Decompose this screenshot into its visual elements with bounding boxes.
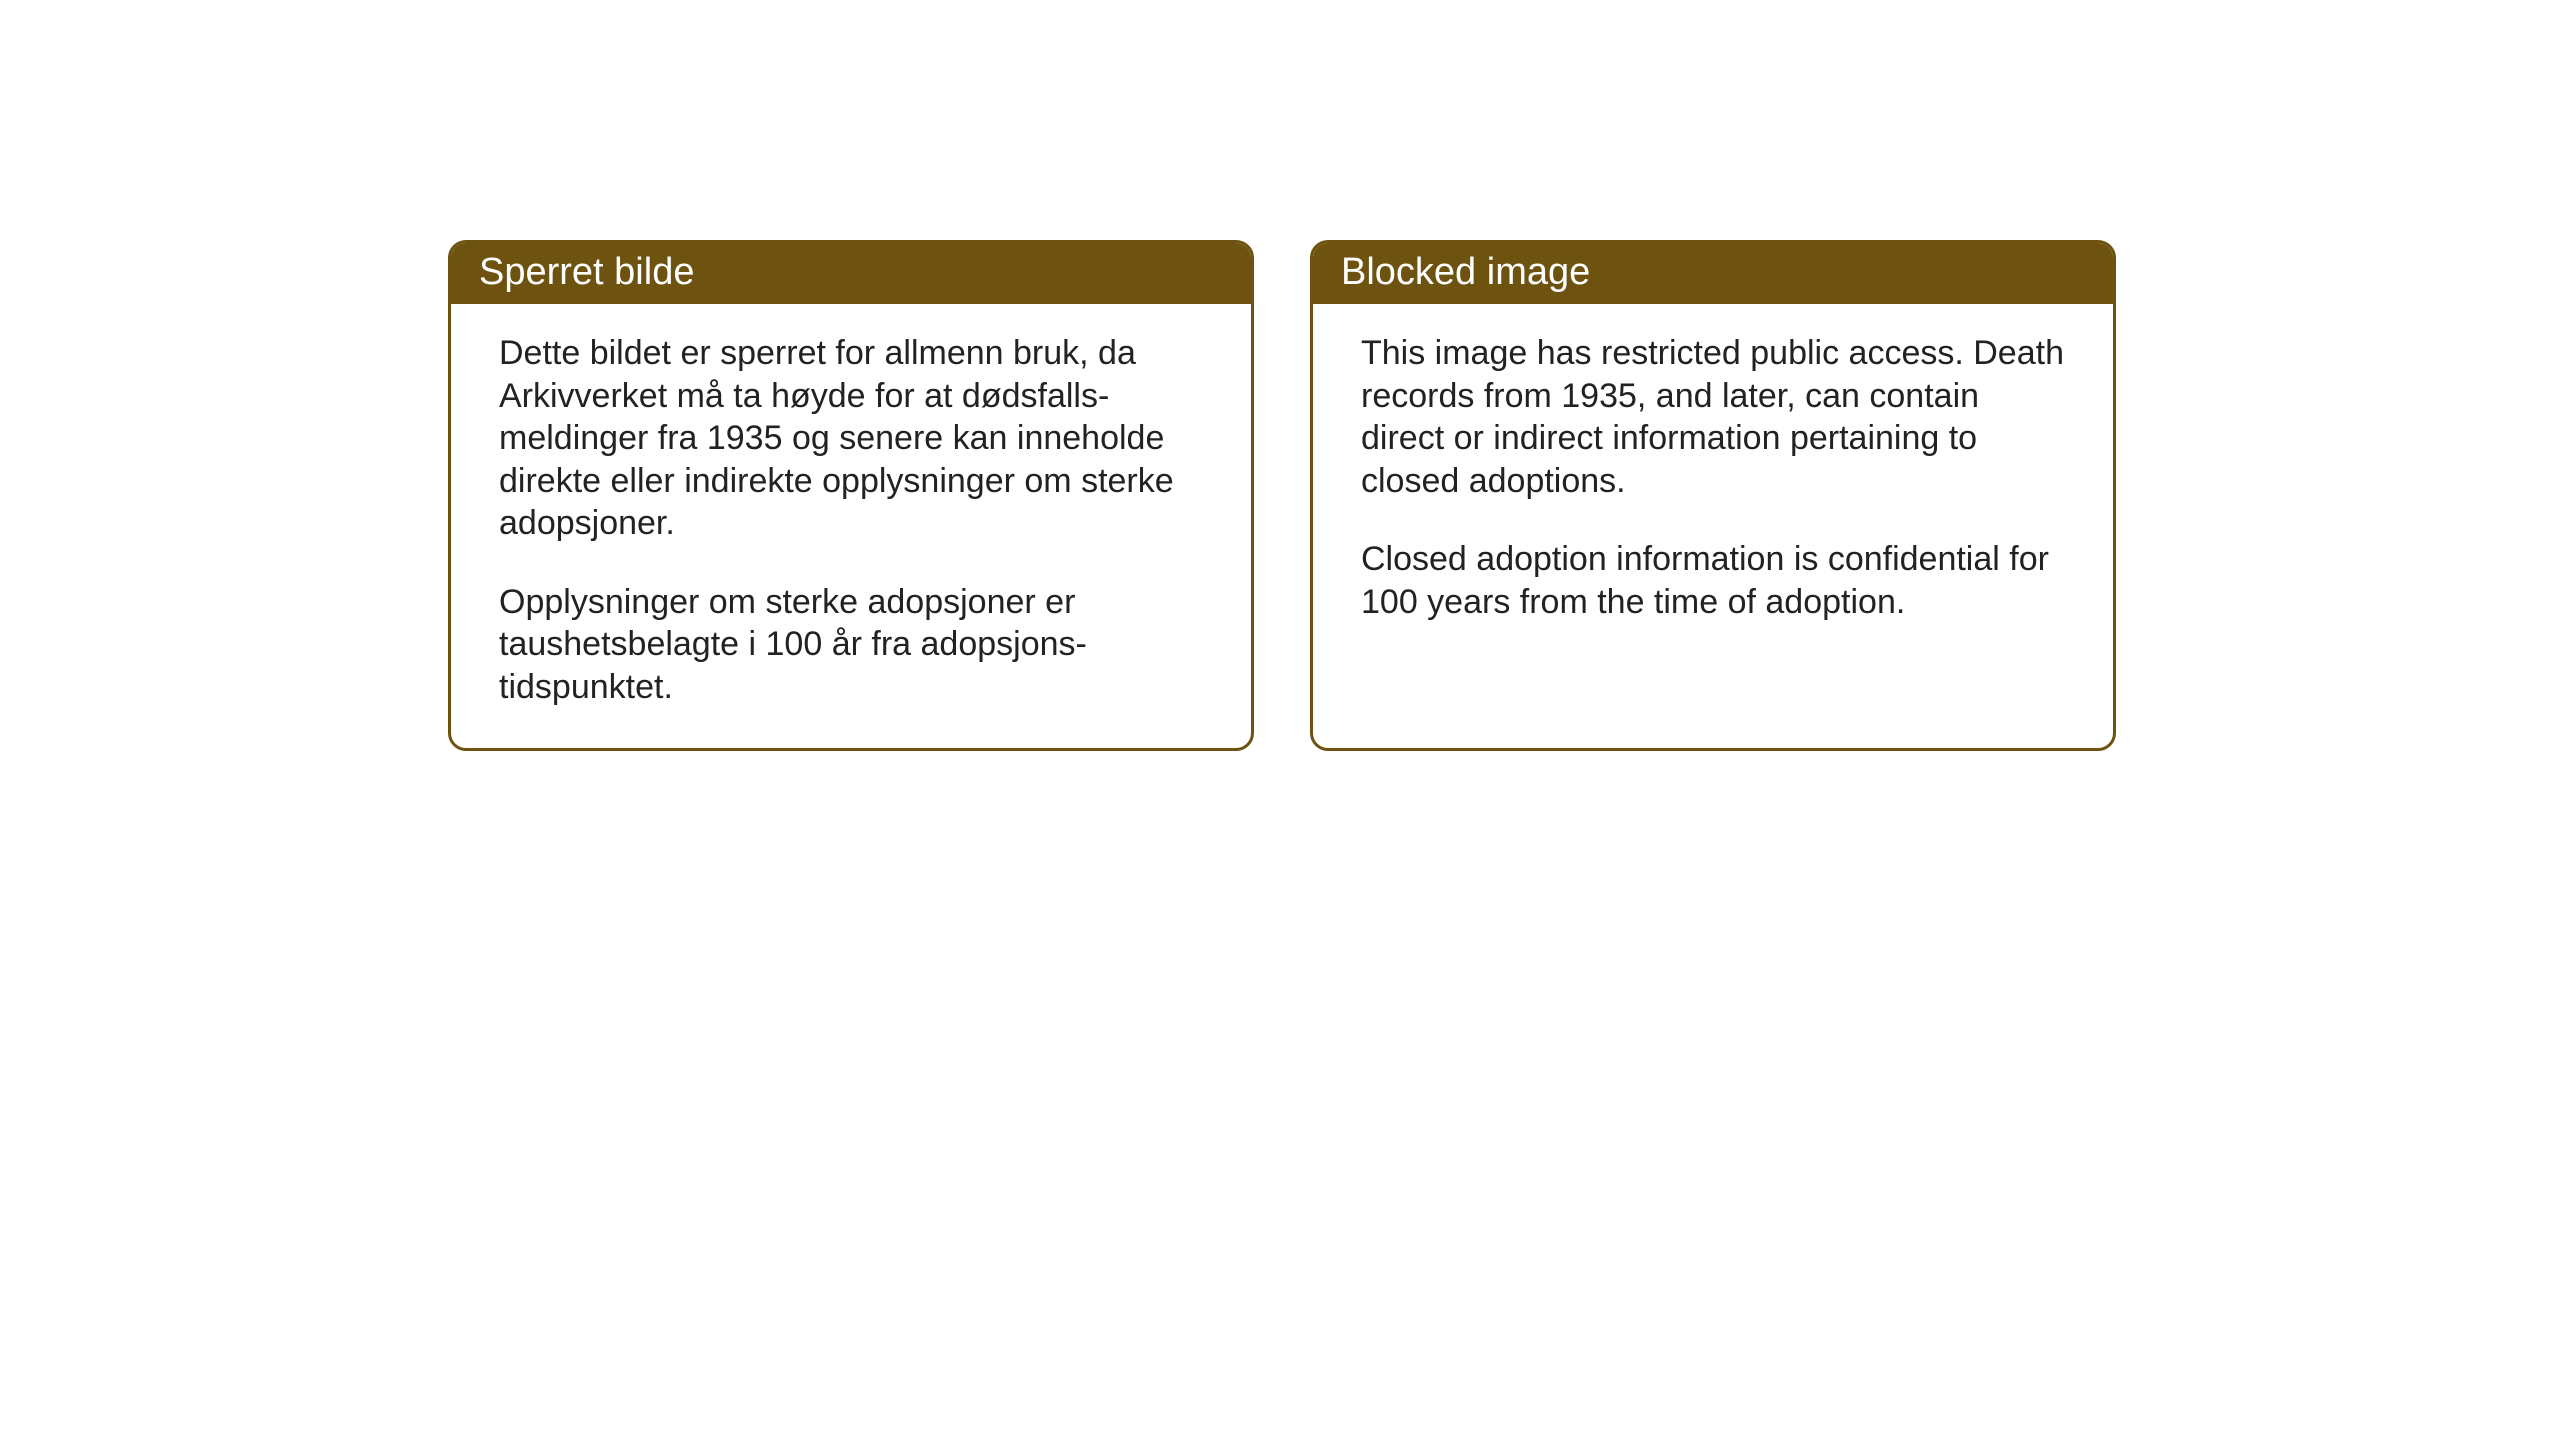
notice-box-english: Blocked image This image has restricted … <box>1310 240 2116 751</box>
notice-body-norwegian: Dette bildet er sperret for allmenn bruk… <box>451 304 1251 748</box>
notice-header-english: Blocked image <box>1313 243 2113 304</box>
notice-paragraph: Dette bildet er sperret for allmenn bruk… <box>499 332 1209 545</box>
notice-paragraph: Closed adoption information is confident… <box>1361 538 2071 623</box>
notice-box-norwegian: Sperret bilde Dette bildet er sperret fo… <box>448 240 1254 751</box>
notice-container: Sperret bilde Dette bildet er sperret fo… <box>448 240 2116 751</box>
notice-body-english: This image has restricted public access.… <box>1313 304 2113 663</box>
notice-paragraph: This image has restricted public access.… <box>1361 332 2071 502</box>
notice-paragraph: Opplysninger om sterke adopsjoner er tau… <box>499 581 1209 709</box>
notice-header-norwegian: Sperret bilde <box>451 243 1251 304</box>
